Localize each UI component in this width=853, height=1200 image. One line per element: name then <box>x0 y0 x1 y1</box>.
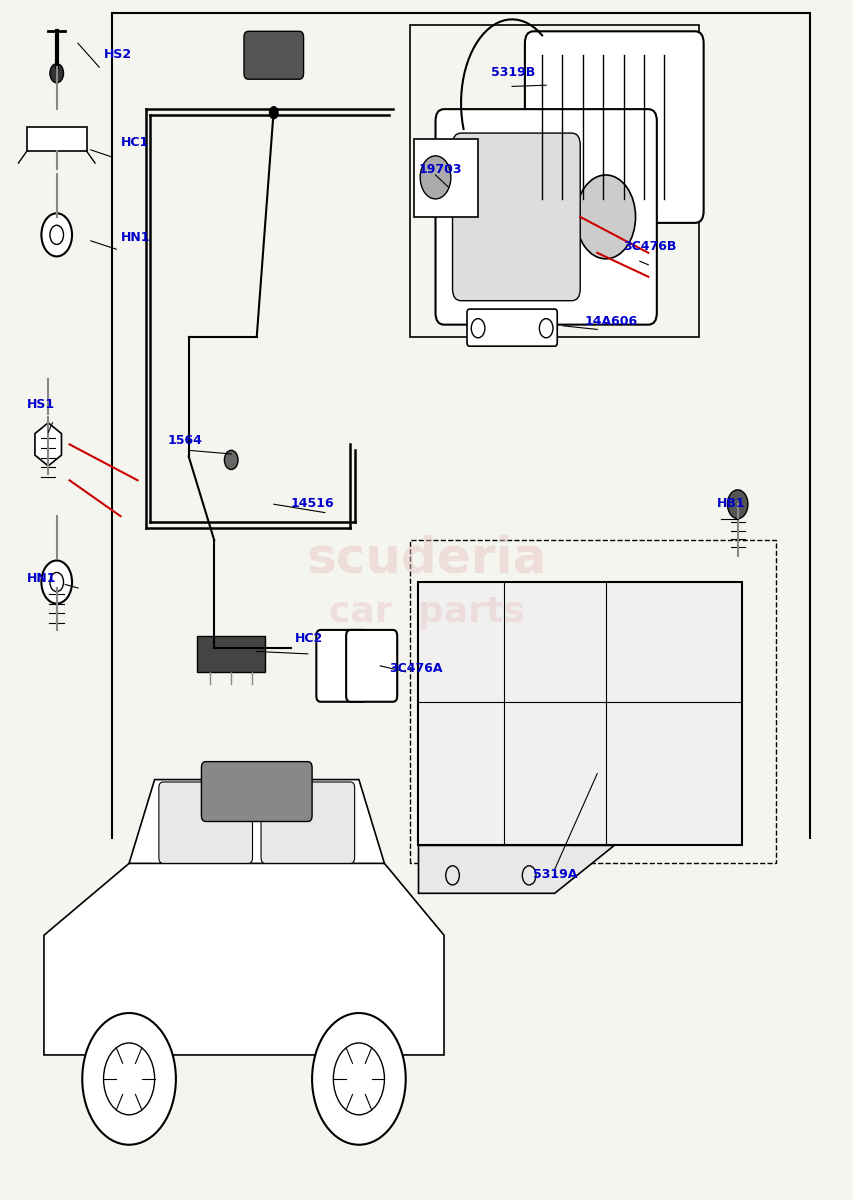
Text: 3C476B: 3C476B <box>622 240 676 253</box>
FancyBboxPatch shape <box>197 636 265 672</box>
Text: 1564: 1564 <box>167 434 202 448</box>
FancyBboxPatch shape <box>201 762 311 822</box>
Polygon shape <box>35 422 61 466</box>
Circle shape <box>420 156 450 199</box>
Text: 14516: 14516 <box>291 497 334 510</box>
Text: 5319B: 5319B <box>490 66 535 79</box>
Text: HN1: HN1 <box>120 230 150 244</box>
Circle shape <box>727 490 747 518</box>
Text: car  parts: car parts <box>328 595 525 629</box>
Text: HB1: HB1 <box>716 497 744 510</box>
Polygon shape <box>418 582 741 846</box>
FancyBboxPatch shape <box>435 109 656 325</box>
Circle shape <box>224 450 238 469</box>
FancyBboxPatch shape <box>467 310 557 346</box>
Circle shape <box>82 1013 176 1145</box>
Text: HC1: HC1 <box>120 137 148 149</box>
Circle shape <box>41 560 72 604</box>
Text: 14A606: 14A606 <box>583 314 637 328</box>
FancyBboxPatch shape <box>414 139 478 217</box>
FancyBboxPatch shape <box>525 31 703 223</box>
Polygon shape <box>418 846 613 893</box>
Circle shape <box>311 1013 405 1145</box>
Text: HC2: HC2 <box>295 632 323 644</box>
Text: HS2: HS2 <box>103 48 131 61</box>
FancyBboxPatch shape <box>316 630 367 702</box>
Text: 19703: 19703 <box>418 162 461 175</box>
Polygon shape <box>27 127 86 151</box>
Circle shape <box>575 175 635 259</box>
Circle shape <box>49 64 63 83</box>
Text: HS1: HS1 <box>27 398 55 412</box>
FancyBboxPatch shape <box>159 782 252 863</box>
Text: 3C476A: 3C476A <box>388 662 442 674</box>
Text: 5319A: 5319A <box>533 868 577 881</box>
FancyBboxPatch shape <box>244 31 303 79</box>
Circle shape <box>270 107 278 119</box>
Text: HN1: HN1 <box>27 572 56 586</box>
FancyBboxPatch shape <box>345 630 397 702</box>
Text: scuderia: scuderia <box>306 534 547 582</box>
FancyBboxPatch shape <box>261 782 354 863</box>
FancyBboxPatch shape <box>452 133 579 301</box>
Polygon shape <box>129 780 384 863</box>
Circle shape <box>41 214 72 257</box>
Polygon shape <box>44 852 444 1055</box>
